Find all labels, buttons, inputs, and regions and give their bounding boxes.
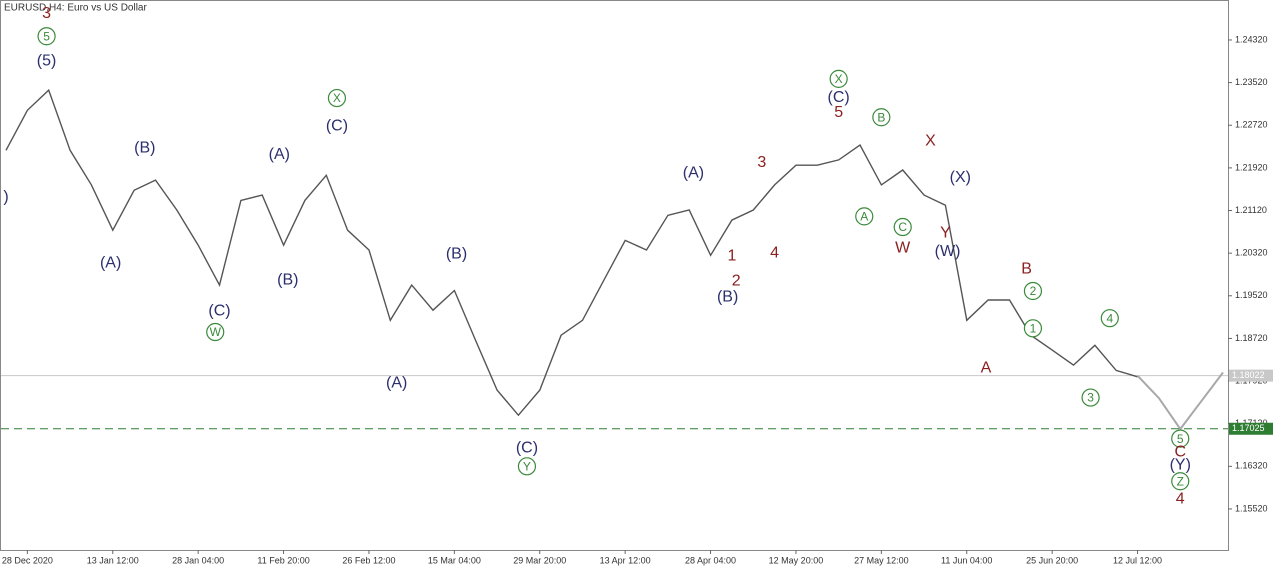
x-tick-label: 15 Mar 04:00 [428,555,481,565]
wave-circle [893,217,912,237]
wave-circle [1023,319,1043,338]
wave-label: 1 [727,247,736,264]
x-tick-label: 13 Jan 12:00 [87,555,139,565]
wave-label: Z [1177,474,1184,488]
x-tick-label: 25 Jun 20:00 [1026,555,1078,565]
wave-label: (Y) [1170,456,1191,473]
wave-label: (5) [37,52,57,69]
wave-label: (B) [717,289,738,306]
x-tick-label: 28 Apr 04:00 [685,555,736,565]
x-tick-label: 11 Feb 20:00 [257,555,309,565]
wave-label: 5 [1177,432,1184,446]
wave-label: W [895,240,911,257]
price-line [5,88,1138,417]
wave-label: 3 [757,154,766,171]
y-tick-label: 1.15520 [1235,503,1268,513]
wave-label: X [925,132,936,149]
wave-label: B [1021,260,1032,277]
wave-circle [855,207,874,226]
y-tick-label: 1.21920 [1235,162,1268,172]
wave-label: 4 [770,244,779,261]
y-tick-label: 1.23520 [1235,77,1268,87]
wave-label: (A) [269,146,290,163]
wave-label: (B) [277,271,298,288]
wave-label: A [860,210,868,224]
wave-circle [1171,472,1190,491]
wave-circle [1081,388,1100,407]
wave-circle [37,27,56,46]
wave-label: W [210,325,222,339]
wave-label: A [981,359,992,376]
wave-circle [327,88,347,108]
plot-frame [0,0,1229,551]
wave-circle [829,69,848,88]
wave-label: ) [3,188,8,205]
price-line [1136,371,1224,431]
wave-label: (C) [208,302,230,319]
chart-title: EURUSD,H4: Euro vs US Dollar [4,3,147,14]
wave-label: (C) [326,117,348,134]
y-tick-label: 1.19520 [1235,290,1268,300]
wave-label: 4 [1106,311,1113,325]
x-tick-label: 28 Jan 04:00 [172,555,224,565]
y-tick-label: 1.24320 [1235,34,1268,44]
wave-label: 4 [1176,491,1185,508]
price-tag [1229,369,1273,382]
wave-label: (C) [516,439,538,456]
x-tick-label: 27 May 12:00 [854,555,909,565]
wave-label: 1 [1030,321,1037,335]
wave-label: Y [940,225,951,242]
wave-label: (W) [935,243,961,260]
wave-label: (A) [100,254,121,271]
x-tick-label: 28 Dec 2020 [2,555,53,565]
wave-label: (B) [134,139,155,156]
wave-circle [1023,281,1043,301]
wave-label: B [877,110,885,124]
wave-label: C [898,220,907,234]
wave-label: 2 [732,273,741,290]
wave-label: (X) [950,169,971,186]
y-tick-label: 1.20320 [1235,248,1268,258]
wave-label: 2 [1030,284,1037,298]
wave-label: 3 [42,5,51,22]
x-tick-label: 13 Apr 12:00 [600,555,651,565]
wave-label: X [333,91,341,105]
x-tick-label: 26 Feb 12:00 [342,555,395,565]
x-tick-label: 12 May 20:00 [769,555,824,565]
price-tag-label: 1.18022 [1232,370,1265,380]
wave-circle [517,457,537,476]
wave-label: C [1174,444,1186,461]
wave-circle [1100,309,1119,328]
wave-circle [206,322,225,342]
wave-circle [872,108,891,127]
y-tick-label: 1.21120 [1235,205,1267,215]
wave-label: Y [523,459,531,473]
wave-label: 3 [1087,391,1094,405]
wave-label: 5 [834,104,843,121]
x-tick-label: 12 Jul 12:00 [1113,555,1162,565]
price-tag-label: 1.17025 [1232,423,1265,433]
y-tick-label: 1.18720 [1235,333,1268,343]
x-tick-label: 11 Jun 04:00 [941,555,992,565]
y-tick-label: 1.16320 [1235,461,1268,471]
wave-label: (B) [446,245,467,262]
wave-circle [1171,429,1190,448]
wave-label: (C) [828,89,850,106]
wave-label: (A) [386,374,407,391]
price-tag [1229,422,1273,435]
y-tick-label: 1.22720 [1235,120,1268,130]
x-tick-label: 29 Mar 20:00 [513,555,566,565]
wave-label: 5 [43,29,50,43]
wave-label: X [835,72,843,86]
wave-label: (A) [683,164,704,181]
